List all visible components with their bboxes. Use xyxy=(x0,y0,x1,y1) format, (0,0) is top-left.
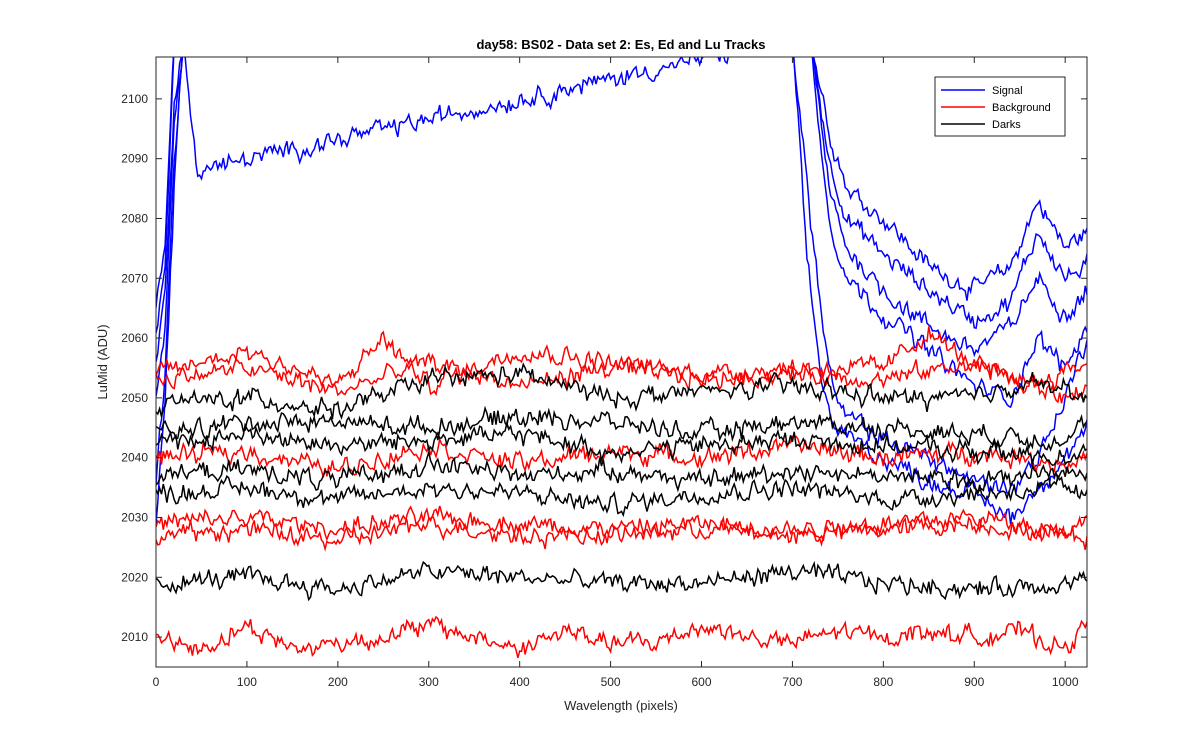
y-tick-label: 2070 xyxy=(121,271,148,285)
x-tick-label: 300 xyxy=(419,675,439,689)
chart-title: day58: BS02 - Data set 2: Es, Ed and Lu … xyxy=(476,37,765,52)
series-line-signal-2 xyxy=(156,57,1087,362)
series-line-signal-1 xyxy=(156,57,1087,334)
series-line-signal-3 xyxy=(156,57,1087,409)
legend: Signal Background Darks xyxy=(934,76,1066,137)
y-tick-label: 2040 xyxy=(121,451,148,465)
series-layer xyxy=(156,57,1087,658)
series-line-darks-16 xyxy=(156,474,1087,518)
x-tick-label: 800 xyxy=(873,675,893,689)
series-line-darks-12 xyxy=(156,362,1087,420)
x-tick-label: 100 xyxy=(237,675,257,689)
y-tick-label: 2030 xyxy=(121,510,148,524)
y-tick-label: 2090 xyxy=(121,152,148,166)
y-axis-label: LuMid (ADU) xyxy=(95,324,110,399)
x-axis-label: Wavelength (pixels) xyxy=(564,698,678,713)
x-axis: 0 100 200 300 400 500 600 700 800 900 1000 xyxy=(153,57,1079,689)
y-tick-label: 2020 xyxy=(121,570,148,584)
series-line-darks-15 xyxy=(156,449,1087,493)
series-line-background-8 xyxy=(156,435,1087,478)
x-tick-label: 700 xyxy=(782,675,802,689)
legend-label-darks: Darks xyxy=(992,119,1021,131)
series-line-signal-0 xyxy=(156,57,1087,308)
y-tick-label: 2010 xyxy=(121,630,148,644)
series-line-background-6 xyxy=(156,326,1087,397)
x-tick-label: 600 xyxy=(691,675,711,689)
series-line-signal-5 xyxy=(156,57,1087,525)
y-tick-label: 2050 xyxy=(121,391,148,405)
x-tick-label: 1000 xyxy=(1052,675,1079,689)
series-line-darks-14 xyxy=(156,419,1087,467)
series-line-darks-13 xyxy=(156,405,1087,452)
axes-box xyxy=(155,56,1088,668)
series-line-signal-4 xyxy=(156,57,1087,495)
legend-label-background: Background xyxy=(992,102,1051,114)
plot-area xyxy=(156,57,1087,667)
y-tick-label: 2060 xyxy=(121,331,148,345)
x-tick-label: 400 xyxy=(510,675,530,689)
series-line-darks-17 xyxy=(156,560,1087,602)
x-tick-label: 0 xyxy=(153,675,160,689)
y-tick-label: 2080 xyxy=(121,211,148,225)
x-tick-label: 500 xyxy=(601,675,621,689)
legend-label-signal: Signal xyxy=(992,85,1023,97)
x-tick-label: 900 xyxy=(964,675,984,689)
y-axis: 2010 2020 2030 2040 2050 2060 2070 2080 2090 2100 xyxy=(121,92,1087,644)
series-line-background-11 xyxy=(156,615,1087,658)
y-tick-label: 2100 xyxy=(121,92,148,106)
x-tick-label: 200 xyxy=(328,675,348,689)
series-line-background-7 xyxy=(156,352,1087,404)
series-line-background-10 xyxy=(156,513,1087,552)
series-line-background-9 xyxy=(156,505,1087,542)
